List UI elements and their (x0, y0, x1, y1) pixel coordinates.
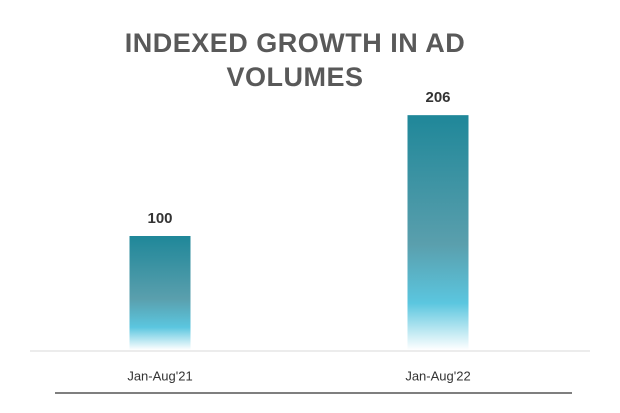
bar (407, 115, 469, 350)
chart-title: INDEXED GROWTH IN AD VOLUMES (124, 28, 466, 92)
value-label: 100 (147, 210, 172, 227)
bar (129, 236, 191, 350)
x-tick-label: Jan-Aug'21 (127, 368, 192, 383)
x-tick-label: Jan-Aug'22 (405, 368, 470, 383)
value-label: 206 (425, 89, 450, 106)
